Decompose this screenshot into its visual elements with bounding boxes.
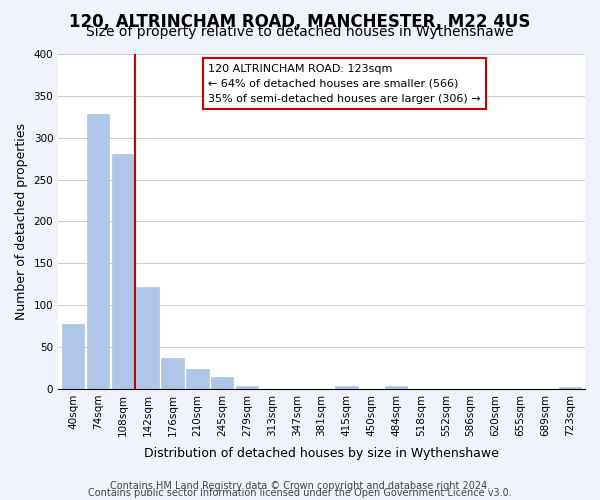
Text: Size of property relative to detached houses in Wythenshawe: Size of property relative to detached ho… bbox=[86, 25, 514, 39]
Bar bbox=[385, 386, 407, 389]
Text: 120 ALTRINCHAM ROAD: 123sqm
← 64% of detached houses are smaller (566)
35% of se: 120 ALTRINCHAM ROAD: 123sqm ← 64% of det… bbox=[208, 64, 481, 104]
X-axis label: Distribution of detached houses by size in Wythenshawe: Distribution of detached houses by size … bbox=[144, 447, 499, 460]
Bar bbox=[211, 377, 233, 389]
Text: Contains public sector information licensed under the Open Government Licence v3: Contains public sector information licen… bbox=[88, 488, 512, 498]
Y-axis label: Number of detached properties: Number of detached properties bbox=[15, 123, 28, 320]
Bar bbox=[87, 114, 109, 389]
Bar bbox=[112, 154, 134, 389]
Bar bbox=[559, 387, 581, 389]
Text: Contains HM Land Registry data © Crown copyright and database right 2024.: Contains HM Land Registry data © Crown c… bbox=[110, 481, 490, 491]
Bar bbox=[161, 358, 184, 389]
Text: 120, ALTRINCHAM ROAD, MANCHESTER, M22 4US: 120, ALTRINCHAM ROAD, MANCHESTER, M22 4U… bbox=[70, 12, 530, 30]
Bar bbox=[136, 287, 159, 389]
Bar bbox=[62, 324, 84, 389]
Bar bbox=[236, 386, 258, 389]
Bar bbox=[335, 386, 358, 389]
Bar bbox=[186, 369, 209, 389]
